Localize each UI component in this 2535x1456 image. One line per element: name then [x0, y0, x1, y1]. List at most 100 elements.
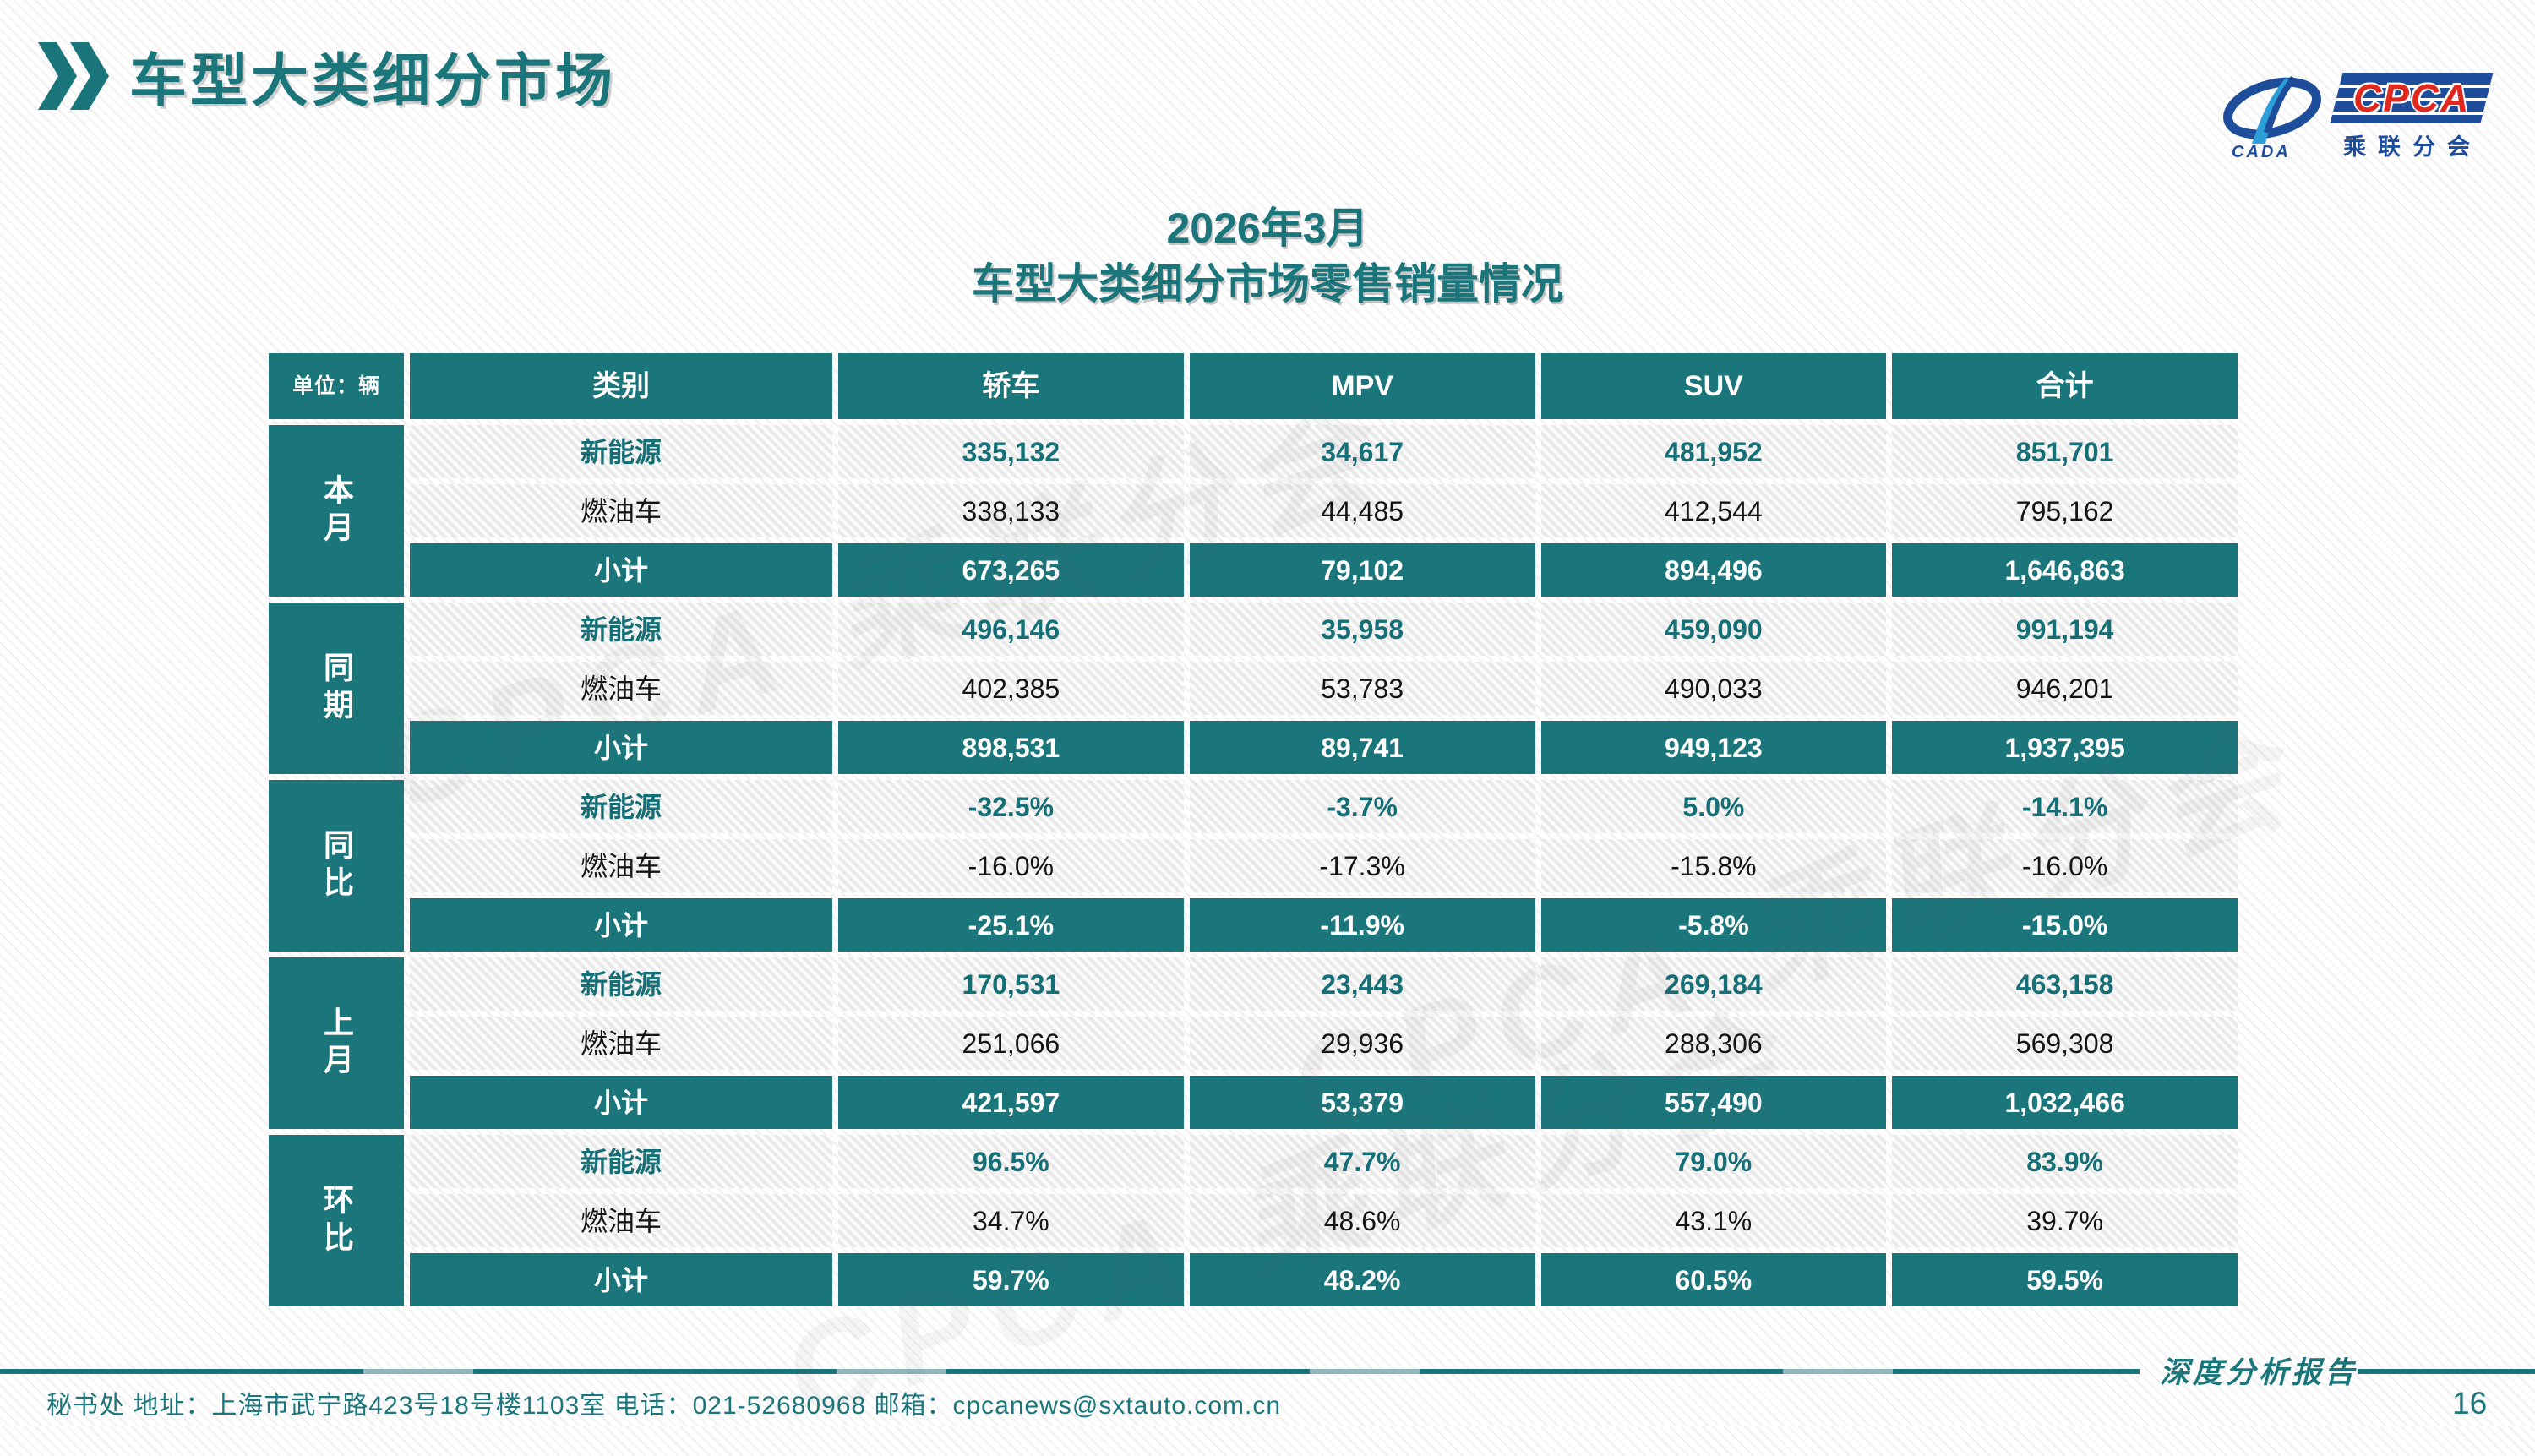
category-cell: 新能源	[410, 957, 832, 1011]
cpca-flag: CPCA 乘联分会	[2330, 73, 2494, 161]
value-cell: 43.1%	[1540, 1194, 1887, 1247]
value-cell: 53,783	[1189, 662, 1535, 715]
column-header: SUV	[1540, 353, 1887, 419]
value-cell: 29,936	[1189, 1017, 1535, 1070]
category-cell: 燃油车	[410, 662, 832, 715]
category-cell: 新能源	[410, 425, 832, 478]
cada-emblem-icon: CADA	[2220, 73, 2330, 161]
value-cell: 269,184	[1540, 957, 1887, 1011]
value-cell: 89,741	[1189, 721, 1535, 774]
unit-label: 单位：辆	[269, 353, 404, 419]
value-cell: 402,385	[838, 662, 1184, 715]
group-label: 同比	[269, 780, 404, 952]
value-cell: -5.8%	[1540, 898, 1887, 952]
value-cell: -16.0%	[1892, 839, 2238, 892]
value-cell: 39.7%	[1892, 1194, 2238, 1247]
value-cell: 83.9%	[1892, 1135, 2238, 1188]
double-chevron-right-icon	[38, 41, 111, 110]
value-cell: 673,265	[838, 543, 1184, 597]
value-cell: 898,531	[838, 721, 1184, 774]
value-cell: 170,531	[838, 957, 1184, 1011]
value-cell: 412,544	[1540, 484, 1887, 537]
value-cell: 496,146	[838, 603, 1184, 656]
value-cell: 288,306	[1540, 1017, 1887, 1070]
cada-label: CADA	[2232, 143, 2291, 161]
value-cell: -14.1%	[1892, 780, 2238, 833]
footer-contact-info: 秘书处 地址：上海市武宁路423号18号楼1103室 电话：021-526809…	[46, 1392, 1282, 1420]
value-cell: 1,646,863	[1892, 543, 2238, 597]
value-cell: 490,033	[1540, 662, 1887, 715]
value-cell: 23,443	[1189, 957, 1535, 1011]
cpca-flag-background: CPCA	[2330, 73, 2494, 123]
category-cell: 小计	[410, 543, 832, 597]
group-label: 上月	[269, 957, 404, 1129]
value-cell: -17.3%	[1189, 839, 1535, 892]
value-cell: -32.5%	[838, 780, 1184, 833]
value-cell: 851,701	[1892, 425, 2238, 478]
value-cell: 481,952	[1540, 425, 1887, 478]
value-cell: 557,490	[1540, 1076, 1887, 1129]
category-cell: 小计	[410, 721, 832, 774]
sales-table: 单位：辆 类别 轿车 MPV SUV 合计 本月 新能源 335,132 34,617 481,95…	[269, 353, 2238, 1306]
value-cell: 946,201	[1892, 662, 2238, 715]
footer-divider	[2358, 1369, 2535, 1374]
value-cell: 251,066	[838, 1017, 1184, 1070]
category-cell: 新能源	[410, 780, 832, 833]
column-header: 合计	[1892, 353, 2238, 419]
value-cell: 421,597	[838, 1076, 1184, 1129]
value-cell: -25.1%	[838, 898, 1184, 952]
value-cell: 569,308	[1892, 1017, 2238, 1070]
value-cell: 59.7%	[838, 1253, 1184, 1306]
category-cell: 新能源	[410, 603, 832, 656]
table-title-line2: 车型大类细分市场零售销量情况	[972, 260, 1563, 308]
category-cell: 小计	[410, 1076, 832, 1129]
page-number: 16	[2452, 1386, 2488, 1421]
value-cell: 34.7%	[838, 1194, 1184, 1247]
value-cell: 338,133	[838, 484, 1184, 537]
value-cell: 60.5%	[1540, 1253, 1887, 1306]
category-cell: 燃油车	[410, 839, 832, 892]
cpca-logo: CADA CPCA 乘联分会	[2220, 73, 2494, 161]
category-cell: 燃油车	[410, 1194, 832, 1247]
value-cell: 53,379	[1189, 1076, 1535, 1129]
value-cell: 894,496	[1540, 543, 1887, 597]
value-cell: 48.6%	[1189, 1194, 1535, 1247]
column-header: 轿车	[838, 353, 1184, 419]
value-cell: 48.2%	[1189, 1253, 1535, 1306]
page-title: 车型大类细分市场	[129, 49, 617, 113]
value-cell: 335,132	[838, 425, 1184, 478]
column-header: 类别	[410, 353, 832, 419]
value-cell: 1,032,466	[1892, 1076, 2238, 1129]
value-cell: -15.8%	[1540, 839, 1887, 892]
value-cell: 459,090	[1540, 603, 1887, 656]
value-cell: -15.0%	[1892, 898, 2238, 952]
group-label: 环比	[269, 1135, 404, 1306]
value-cell: 47.7%	[1189, 1135, 1535, 1188]
value-cell: 991,194	[1892, 603, 2238, 656]
value-cell: 5.0%	[1540, 780, 1887, 833]
footer-divider	[0, 1369, 2140, 1374]
value-cell: 35,958	[1189, 603, 1535, 656]
group-label: 本月	[269, 425, 404, 597]
value-cell: -3.7%	[1189, 780, 1535, 833]
slide: 车型大类细分市场 CADA CPCA 乘联分会 2026年3月 车型大类细分市场…	[0, 34, 2535, 1421]
value-cell: 79,102	[1189, 543, 1535, 597]
category-cell: 新能源	[410, 1135, 832, 1188]
value-cell: 1,937,395	[1892, 721, 2238, 774]
report-type-label: 深度分析报告	[2160, 1355, 2358, 1390]
value-cell: 59.5%	[1892, 1253, 2238, 1306]
value-cell: -11.9%	[1189, 898, 1535, 952]
group-label: 同期	[269, 603, 404, 774]
table-title-line1: 2026年3月	[1166, 204, 1369, 252]
value-cell: 34,617	[1189, 425, 1535, 478]
cpca-label: CPCA	[2352, 76, 2471, 120]
logo-subtitle: 乘联分会	[2343, 134, 2482, 160]
category-cell: 燃油车	[410, 1017, 832, 1070]
category-cell: 燃油车	[410, 484, 832, 537]
value-cell: 949,123	[1540, 721, 1887, 774]
page-header: 车型大类细分市场	[38, 34, 616, 117]
value-cell: 463,158	[1892, 957, 2238, 1011]
value-cell: 96.5%	[838, 1135, 1184, 1188]
value-cell: -16.0%	[838, 839, 1184, 892]
category-cell: 小计	[410, 898, 832, 952]
